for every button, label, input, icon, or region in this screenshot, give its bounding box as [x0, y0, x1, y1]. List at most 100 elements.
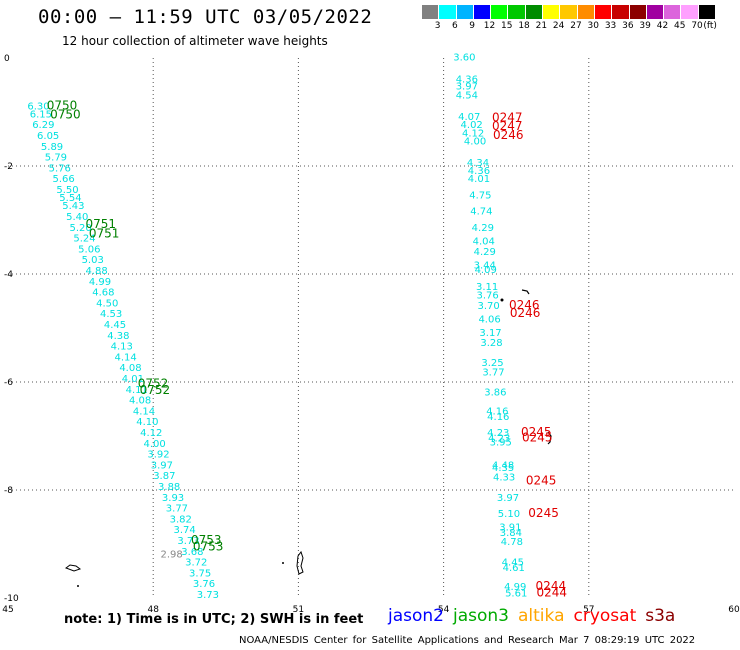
time-label: 0246: [510, 306, 541, 320]
time-label: 0752: [140, 383, 171, 397]
swh-label: 3.44: [474, 261, 496, 272]
x-tick-label: 57: [583, 605, 594, 615]
legend-swatch: [594, 5, 613, 19]
swh-label: 3.95: [490, 438, 512, 449]
island-dot: [77, 585, 79, 587]
time-label: 0246: [509, 298, 540, 312]
swh-label: 2.98: [160, 550, 182, 561]
swh-label: 4.54: [456, 91, 478, 102]
swh-label: 3.68: [181, 547, 203, 558]
swh-label: 3.11: [476, 282, 498, 293]
swh-label: 4.61: [503, 563, 525, 574]
x-tick-label: 54: [438, 605, 450, 615]
footer-note: note: 1) Time is in UTC; 2) SWH is in fe…: [64, 612, 364, 627]
y-tick-label: -2: [4, 162, 13, 172]
time-label: 0245: [526, 474, 557, 488]
swh-label: 3.76: [477, 290, 499, 301]
swh-label: 5.89: [41, 142, 63, 153]
swh-label: 4.35: [492, 463, 514, 474]
swh-label: 4.11: [126, 385, 148, 396]
legend-swatch: [577, 5, 595, 19]
swh-label: 3.84: [500, 528, 522, 539]
x-tick-label: 60: [728, 605, 740, 615]
swh-label: 4.68: [92, 288, 114, 299]
x-tick-label: 48: [147, 605, 159, 615]
swh-label: 4.08: [119, 363, 141, 374]
x-tick-label: 51: [293, 605, 304, 615]
swh-label: 3.77: [166, 504, 188, 515]
time-label: 0750: [47, 98, 78, 112]
time-label: 0244: [537, 585, 568, 599]
swh-label: 3.25: [481, 358, 503, 369]
footer-credit: NOAA/NESDIS Center for Satellite Applica…: [239, 635, 696, 646]
legend-label: 39: [639, 21, 651, 31]
swh-label: 6.15: [30, 109, 52, 120]
swh-label: 4.13: [111, 342, 133, 353]
legend-label: 15: [501, 21, 513, 31]
legend-label: 36: [622, 21, 634, 31]
swh-label: 4.48: [492, 460, 514, 471]
legend-label: 24: [552, 21, 565, 31]
swh-label: 4.88: [85, 266, 107, 277]
time-label: 0244: [536, 579, 567, 593]
time-label: 0247: [492, 111, 523, 125]
swh-label: 5.24: [73, 234, 95, 245]
swh-label: 6.30: [27, 101, 49, 112]
swh-label: 5.61: [505, 588, 527, 599]
legend-label: 27: [570, 21, 582, 31]
coastline-shape: [64, 564, 82, 572]
coastline-shape: [547, 431, 552, 445]
swh-label: 5.43: [62, 201, 84, 212]
satellite-label: cryosat: [573, 606, 637, 626]
swh-label: 3.75: [189, 568, 211, 579]
swh-label: 4.08: [129, 396, 151, 407]
legend-swatch: [612, 5, 630, 19]
swh-label: 4.29: [474, 247, 496, 258]
swh-label: 3.17: [479, 328, 501, 339]
swh-label: 4.14: [133, 406, 155, 417]
legend-swatch: [698, 5, 717, 19]
time-label: 0245: [522, 430, 553, 444]
swh-label: 4.16: [486, 406, 508, 417]
legend-swatch: [560, 5, 578, 19]
satellite-legend: jason2 jason3 altika cryosat s3a: [388, 606, 675, 626]
legend-label: 21: [535, 21, 548, 31]
x-tick-label: 45: [2, 605, 13, 615]
legend-swatch: [473, 5, 492, 19]
swh-label: 4.36: [456, 74, 478, 85]
satellite-label: jason2: [388, 606, 444, 626]
swh-label: 5.50: [56, 185, 78, 196]
swh-label: 4.33: [493, 472, 515, 483]
swh-label: 4.29: [472, 223, 494, 234]
island-dot: [500, 298, 504, 302]
legend-swatch: [525, 5, 544, 19]
time-label: 0751: [89, 226, 120, 240]
time-label: 0245: [528, 506, 559, 520]
swh-label: 4.10: [136, 417, 158, 428]
y-tick-label: -10: [4, 594, 19, 604]
swh-label: 4.78: [501, 537, 523, 548]
legend-swatch: [681, 5, 699, 19]
swh-label: 4.99: [504, 582, 526, 593]
legend-swatch: [543, 5, 561, 19]
legend-label: 12: [483, 21, 496, 31]
swh-label: 4.36: [468, 166, 490, 177]
swh-label: 4.00: [144, 439, 166, 450]
color-legend: 3 6 9 12 15 18 21 24 27 30 33 36 39 42 45 70 (ft): [422, 5, 717, 31]
legend-swatch: [646, 5, 665, 19]
swh-label: 3.77: [482, 368, 504, 379]
legend-label: 18: [518, 21, 530, 31]
swh-label: 4.16: [487, 412, 509, 423]
legend-swatch: [439, 5, 457, 19]
swh-label: 3.73: [197, 590, 219, 601]
swh-label: 4.50: [96, 298, 118, 309]
swh-label: 4.12: [462, 128, 484, 139]
swh-label: 3.82: [170, 514, 192, 525]
swh-label: 4.45: [502, 558, 524, 569]
y-tick-label: -6: [4, 378, 13, 388]
legend-label: 6: [451, 21, 458, 31]
swh-label: 4.00: [464, 136, 486, 147]
legend-unit: (ft): [703, 21, 717, 31]
swh-label: 4.74: [470, 207, 492, 218]
swh-label: 4.75: [469, 190, 491, 201]
